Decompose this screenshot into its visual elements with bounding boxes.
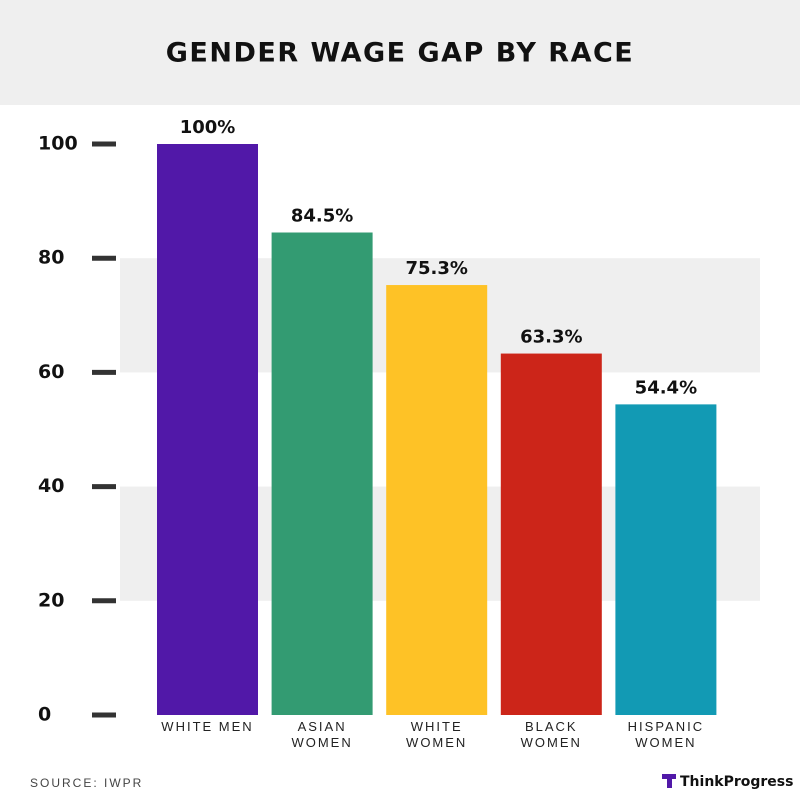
value-label: 75.3% <box>405 258 467 279</box>
bar <box>500 353 602 715</box>
y-tick-label: 80 <box>38 247 64 269</box>
y-tick-label: 40 <box>38 475 64 497</box>
value-label: 54.4% <box>635 377 697 398</box>
value-label: 63.3% <box>520 327 582 348</box>
value-label: 100% <box>180 117 236 138</box>
bar <box>615 404 717 715</box>
y-tick-label: 0 <box>38 704 51 726</box>
bar <box>271 232 373 715</box>
bar <box>157 144 258 715</box>
source: SOURCE: IWPR <box>30 776 143 790</box>
value-label: 84.5% <box>291 206 353 227</box>
x-tick-label: HISPANIC WOMEN <box>627 719 705 750</box>
x-tick-label: WHITE WOMEN <box>406 719 468 750</box>
brand-icon <box>662 774 676 788</box>
x-tick-label: ASIAN WOMEN <box>291 719 353 750</box>
y-tick-label: 20 <box>38 589 64 611</box>
brand: ThinkProgress <box>680 774 793 790</box>
y-tick-label: 100 <box>38 133 78 155</box>
x-tick-label: WHITE MEN <box>161 719 254 734</box>
bar <box>386 285 488 715</box>
header-band <box>0 0 800 105</box>
x-tick-label: BLACK WOMEN <box>520 719 582 750</box>
chart-title: GENDER WAGE GAP BY RACE <box>166 38 634 69</box>
y-tick-label: 60 <box>38 361 64 383</box>
